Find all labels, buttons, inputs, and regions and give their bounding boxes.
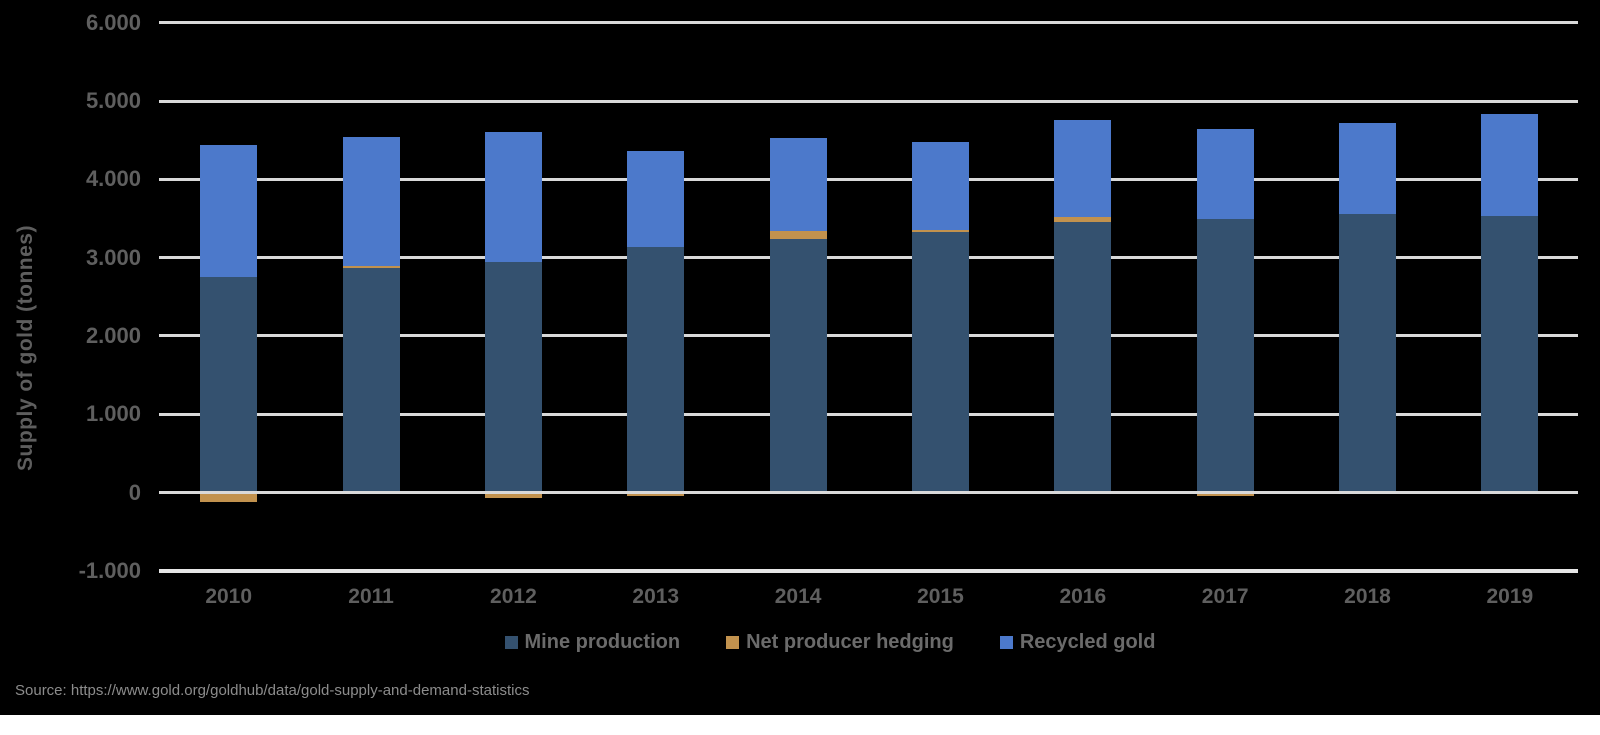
- gridline--1.000: [159, 568, 1578, 573]
- y-tick-label: 6.000: [85, 9, 141, 35]
- bar-2018-recycled-gold: [1339, 122, 1396, 214]
- bar-2019-recycled-gold: [1481, 113, 1539, 217]
- gridline-2.000: [159, 334, 1578, 338]
- bar-2017-recycled-gold: [1196, 129, 1254, 219]
- y-tick-label: 1.000: [85, 401, 141, 427]
- legend-label: Recycled gold: [1019, 631, 1156, 653]
- bar-2012-net-producer-hedging: [484, 494, 542, 498]
- gridline-3.000: [159, 256, 1578, 260]
- bar-2014-net-producer-hedging: [769, 230, 827, 240]
- bar-2012-mine-production: [484, 262, 542, 493]
- bar-2013-net-producer-hedging: [627, 494, 685, 497]
- x-axis-label-2016: 2016: [1059, 585, 1107, 608]
- y-tick-label: -1.000: [78, 557, 141, 583]
- bar-2013-recycled-gold: [627, 150, 685, 247]
- legend-item-mine-production: Mine production: [504, 631, 681, 654]
- y-tick-label: 2.000: [85, 322, 141, 348]
- bar-2019-mine-production: [1481, 216, 1539, 493]
- gridline-6.000: [159, 21, 1578, 25]
- y-tick-label: 5.000: [85, 88, 141, 113]
- bar-2010-net-producer-hedging: [200, 494, 258, 502]
- footer-strip: [0, 715, 1600, 735]
- gridline-1.000: [159, 412, 1578, 416]
- legend-swatch-icon: [504, 636, 518, 649]
- x-axis-label-2017: 2017: [1201, 585, 1249, 608]
- bar-2016-net-producer-hedging: [1054, 217, 1112, 223]
- gridline-0: [159, 491, 1578, 494]
- y-tick-label: 0: [128, 479, 141, 505]
- x-axis-label-2010: 2010: [205, 585, 253, 608]
- x-axis-label-2019: 2019: [1486, 585, 1534, 608]
- x-axis-label-2015: 2015: [917, 585, 964, 608]
- gridline-4.000: [159, 177, 1578, 181]
- bar-2017-net-producer-hedging: [1196, 494, 1254, 496]
- legend-label: Net producer hedging: [746, 631, 954, 653]
- gridline-5.000: [159, 99, 1578, 103]
- x-axis-label-2014: 2014: [774, 585, 822, 608]
- legend-swatch-icon: [726, 636, 740, 649]
- bar-2015-mine-production: [911, 231, 969, 493]
- legend-item-net-producer-hedging: Net producer hedging: [726, 631, 954, 654]
- x-axis-label-2018: 2018: [1344, 585, 1391, 608]
- bar-2015-net-producer-hedging: [911, 230, 969, 232]
- legend-item-recycled-gold: Recycled gold: [999, 631, 1156, 654]
- source-note: Source: https://www.gold.org/goldhub/dat…: [15, 682, 530, 699]
- x-axis-label-2011: 2011: [348, 585, 394, 608]
- bar-2013-mine-production: [627, 246, 685, 493]
- y-tick-label: 3.000: [85, 244, 141, 270]
- bar-2016-mine-production: [1054, 222, 1112, 493]
- x-axis-label-2012: 2012: [490, 585, 537, 608]
- bar-2010-mine-production: [200, 277, 258, 493]
- legend-label: Mine production: [524, 631, 681, 653]
- bar-2018-mine-production: [1339, 213, 1396, 493]
- bar-2011-recycled-gold: [342, 137, 400, 266]
- bar-2014-recycled-gold: [769, 138, 827, 231]
- x-axis-label-2013: 2013: [632, 585, 680, 608]
- bar-2017-mine-production: [1196, 218, 1254, 493]
- bar-2011-net-producer-hedging: [342, 265, 400, 269]
- bar-2015-recycled-gold: [911, 142, 969, 231]
- legend-swatch-icon: [999, 636, 1013, 649]
- bar-2012-recycled-gold: [484, 131, 542, 263]
- bar-2016-recycled-gold: [1054, 119, 1112, 218]
- bar-2011-mine-production: [342, 268, 400, 493]
- bar-2014-mine-production: [769, 239, 827, 493]
- legend: Mine production Net producer hedging Recyc…: [30, 631, 1600, 654]
- y-tick-label: 4.000: [85, 166, 141, 192]
- bar-2010-recycled-gold: [200, 144, 258, 278]
